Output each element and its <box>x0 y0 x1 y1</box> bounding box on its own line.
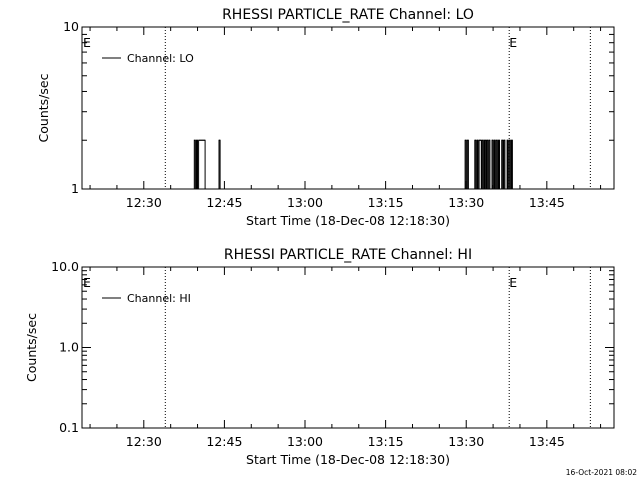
y-tick-label: 1.0 <box>59 340 79 355</box>
x-tick-label: 13:45 <box>529 195 565 210</box>
y-axis-label: Counts/sec <box>24 313 39 382</box>
x-tick-label: 12:30 <box>126 434 162 449</box>
x-tick-label: 12:30 <box>126 195 162 210</box>
plot-hi-channel: RHESSI PARTICLE_RATE Channel: HI Start Ti… <box>24 247 615 467</box>
y-axis-label: Counts/sec <box>36 73 51 142</box>
legend-label: Channel: HI <box>127 292 191 305</box>
y-tick-label: 0.1 <box>59 420 79 435</box>
x-tick-label: 13:30 <box>448 434 484 449</box>
corner-label: E <box>83 35 91 50</box>
plot-lo-channel: RHESSI PARTICLE_RATE Channel: LO Start Ti… <box>36 7 615 228</box>
x-tick-label: 12:45 <box>206 434 242 449</box>
y-tick-label: 10.0 <box>51 259 79 274</box>
date-stamp: 16-Oct-2021 08:02 <box>566 468 637 477</box>
y-tick-label: 10 <box>63 19 79 34</box>
x-axis-label: Start Time (18-Dec-08 12:18:30) <box>246 452 450 467</box>
x-tick-label: 13:30 <box>448 195 484 210</box>
event-marker-label: E <box>509 275 517 290</box>
x-tick-label: 13:00 <box>287 195 323 210</box>
x-tick-label: 13:45 <box>529 434 565 449</box>
corner-label: E <box>83 275 91 290</box>
x-tick-label: 13:15 <box>368 434 404 449</box>
legend-label: Channel: LO <box>127 52 194 65</box>
chart-title: RHESSI PARTICLE_RATE Channel: LO <box>222 7 474 23</box>
y-tick-label: 1 <box>71 181 79 196</box>
x-tick-label: 13:15 <box>368 195 404 210</box>
x-tick-label: 12:45 <box>206 195 242 210</box>
x-tick-label: 13:00 <box>287 434 323 449</box>
series-line <box>193 139 516 190</box>
x-axis-label: Start Time (18-Dec-08 12:18:30) <box>246 213 450 228</box>
chart-title: RHESSI PARTICLE_RATE Channel: HI <box>224 247 472 263</box>
event-marker-label: E <box>509 35 517 50</box>
